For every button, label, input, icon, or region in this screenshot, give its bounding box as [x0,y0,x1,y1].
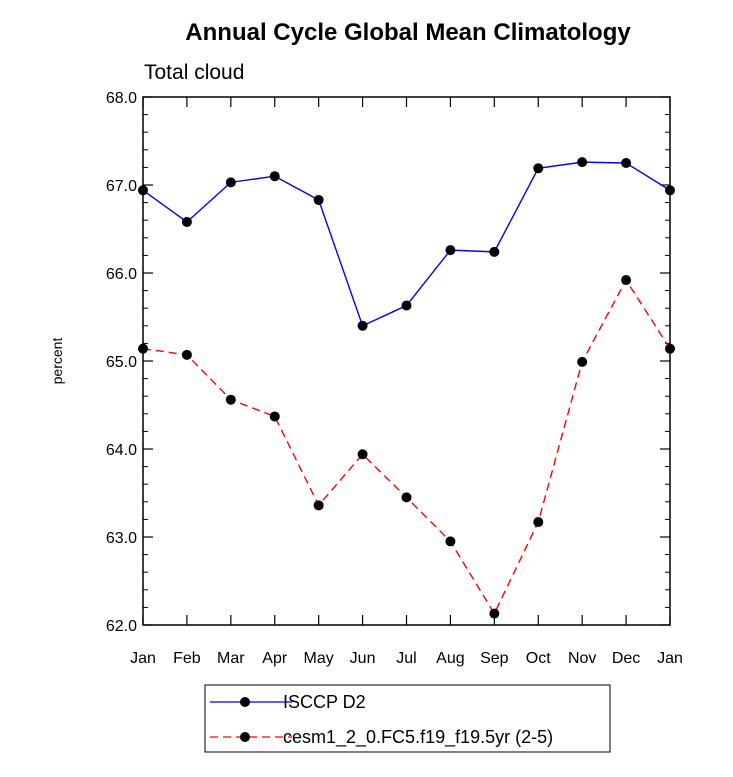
y-tick-label: 63.0 [106,530,137,547]
data-point [665,185,675,196]
legend: ISCCP D2 cesm1_2_0.FC5.f19_f19.5yr (2-5) [204,684,611,753]
chart-title: Annual Cycle Global Mean Climatology [185,19,631,46]
data-point [357,320,368,331]
legend-label-isccp: ISCCP D2 [283,692,366,712]
data-point [665,343,675,354]
data-point [313,194,324,205]
x-tick-label: Oct [526,650,551,667]
x-tick-label: Jun [350,650,376,667]
axis-ticks [142,96,671,626]
y-tick-label: 66.0 [106,266,137,283]
data-point [401,492,412,503]
data-point [357,449,368,460]
y-tick-label: 62.0 [106,618,137,635]
x-tick-label: Jul [396,650,416,667]
x-tick-label: Aug [436,650,464,667]
data-point [401,300,412,311]
x-tick-label: Feb [173,650,201,667]
data-point [577,157,588,168]
y-tick-labels: 62.0 63.0 64.0 65.0 66.0 67.0 68.0 [106,90,137,635]
x-tick-label: Sep [480,650,509,667]
data-point [181,216,192,227]
x-tick-label: May [304,650,334,667]
data-point [269,171,280,182]
y-tick-label: 65.0 [106,354,137,371]
y-tick-label: 67.0 [106,178,137,195]
data-point [225,177,236,188]
legend-label-cesm: cesm1_2_0.FC5.f19_f19.5yr (2-5) [283,727,553,748]
data-point [445,536,456,547]
data-point [181,349,192,360]
data-point [225,394,236,405]
data-point [533,517,544,528]
chart-subtitle: Total cloud [144,61,244,84]
y-axis-label: percent [49,338,65,385]
series-layer [138,157,675,619]
y-tick-label: 64.0 [106,442,137,459]
data-point [138,343,148,354]
plot-frame [142,96,671,626]
data-point [489,246,500,257]
data-point [533,163,544,174]
legend-marker-isccp [240,697,250,707]
data-point [621,275,632,286]
data-point [445,245,456,256]
x-tick-label: Jan [130,650,156,667]
data-point [269,411,280,422]
x-tick-label: Jan [657,650,683,667]
data-point [313,500,324,511]
legend-box [204,684,611,753]
data-point [138,185,148,196]
x-tick-labels: Jan Feb Mar Apr May Jun Jul Aug Sep Oct Nov Dec Jan [130,650,683,667]
data-point [621,158,632,168]
legend-marker-cesm [240,732,250,742]
x-tick-label: Dec [612,650,640,667]
x-tick-label: Apr [262,650,288,667]
x-tick-label: Nov [568,650,596,667]
data-point [489,608,500,619]
series-line-1 [142,278,671,616]
x-tick-label: Mar [217,650,245,667]
y-tick-label: 68.0 [106,90,137,107]
data-point [577,356,588,367]
